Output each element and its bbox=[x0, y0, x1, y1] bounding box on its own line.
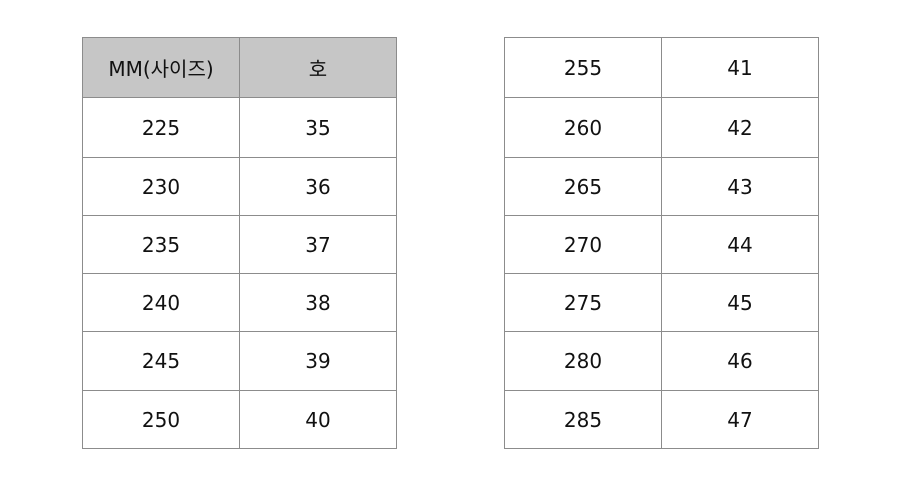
ho-size-cell: 36 bbox=[239, 157, 397, 216]
table-row: 265 43 bbox=[504, 157, 819, 216]
ho-size-cell: 47 bbox=[661, 390, 819, 449]
ho-size-cell: 45 bbox=[661, 273, 819, 332]
table-row: 245 39 bbox=[82, 331, 397, 391]
ho-size-cell: 41 bbox=[661, 37, 819, 98]
mm-size-cell: MM(사이즈) bbox=[82, 37, 240, 98]
table-row: 240 38 bbox=[82, 273, 397, 332]
table-row: 255 41 bbox=[504, 37, 819, 98]
table-row: 250 40 bbox=[82, 390, 397, 449]
table-row: 280 46 bbox=[504, 331, 819, 391]
ho-size-cell: 46 bbox=[661, 331, 819, 391]
mm-size-cell: 285 bbox=[504, 390, 662, 449]
ho-size-cell: 35 bbox=[239, 97, 397, 158]
size-table-left: MM(사이즈) 호 225 35 230 36 235 37 240 38 245 39 250 40 bbox=[82, 37, 397, 449]
mm-size-cell: 265 bbox=[504, 157, 662, 216]
table-row: 230 36 bbox=[82, 157, 397, 216]
ho-size-cell: 37 bbox=[239, 215, 397, 274]
mm-size-cell: 280 bbox=[504, 331, 662, 391]
mm-size-cell: 235 bbox=[82, 215, 240, 274]
mm-size-cell: 275 bbox=[504, 273, 662, 332]
table-row: 260 42 bbox=[504, 97, 819, 158]
table-row: 270 44 bbox=[504, 215, 819, 274]
mm-size-cell: 230 bbox=[82, 157, 240, 216]
table-row: 235 37 bbox=[82, 215, 397, 274]
mm-size-cell: 245 bbox=[82, 331, 240, 391]
mm-size-cell: 260 bbox=[504, 97, 662, 158]
mm-size-cell: 240 bbox=[82, 273, 240, 332]
table-row: 225 35 bbox=[82, 97, 397, 158]
ho-size-cell: 호 bbox=[239, 37, 397, 98]
mm-size-cell: 250 bbox=[82, 390, 240, 449]
ho-size-cell: 39 bbox=[239, 331, 397, 391]
mm-size-cell: 225 bbox=[82, 97, 240, 158]
ho-size-cell: 44 bbox=[661, 215, 819, 274]
mm-size-cell: 270 bbox=[504, 215, 662, 274]
ho-size-cell: 38 bbox=[239, 273, 397, 332]
table-row: 275 45 bbox=[504, 273, 819, 332]
ho-size-cell: 40 bbox=[239, 390, 397, 449]
ho-size-cell: 43 bbox=[661, 157, 819, 216]
ho-size-cell: 42 bbox=[661, 97, 819, 158]
table-header-row: MM(사이즈) 호 bbox=[82, 37, 397, 98]
size-table-right: 255 41 260 42 265 43 270 44 275 45 280 46 285 47 bbox=[504, 37, 819, 449]
mm-size-cell: 255 bbox=[504, 37, 662, 98]
table-row: 285 47 bbox=[504, 390, 819, 449]
